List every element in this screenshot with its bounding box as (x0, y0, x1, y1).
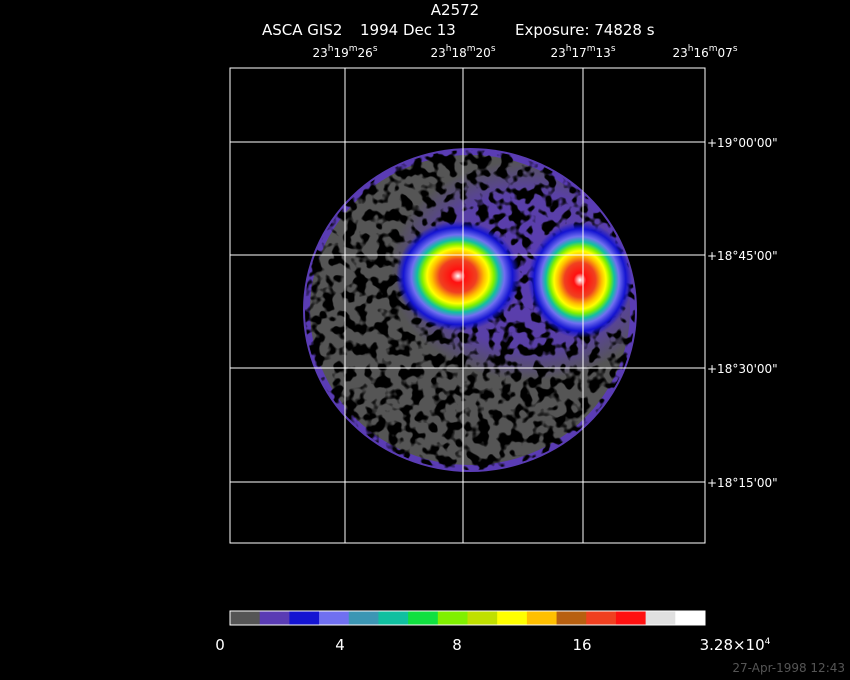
superscript: h (446, 44, 452, 54)
colorbar-cell (348, 611, 379, 625)
label-part: 23 (550, 46, 565, 60)
label-part: 0 (215, 636, 225, 654)
superscript: s (733, 44, 738, 54)
colorbar-cell (408, 611, 439, 625)
colorbar-cell (259, 611, 290, 625)
colorbar-cell (230, 611, 261, 625)
exposure: Exposure: 74828 s (515, 21, 655, 39)
label-part: 4 (335, 636, 345, 654)
label-part: 13 (596, 46, 611, 60)
plot-frame (229, 67, 706, 544)
colorbar-label: 0 (215, 636, 225, 654)
colorbar-cell (437, 611, 468, 625)
superscript: s (373, 44, 378, 54)
label-part: 07 (718, 46, 733, 60)
superscript: m (587, 44, 596, 54)
dec-label: +19°00'00" (707, 136, 778, 150)
label-part: 23 (430, 46, 445, 60)
title: A2572 (431, 1, 479, 19)
timestamp: 27-Apr-1998 12:43 (732, 661, 845, 675)
source-1 (396, 221, 520, 331)
instrument: ASCA GIS2 (262, 21, 342, 39)
superscript: s (491, 44, 496, 54)
superscript: m (709, 44, 718, 54)
colorbar-cell (378, 611, 409, 625)
superscript: m (467, 44, 476, 54)
ra-label: 23h19m26s (312, 44, 377, 60)
colorbar-label: 8 (452, 636, 462, 654)
superscript: s (611, 44, 616, 54)
label-part: 23 (312, 46, 327, 60)
label-part: 8 (452, 636, 462, 654)
label-part: 19 (333, 46, 348, 60)
colorbar-cell (586, 611, 617, 625)
colorbar-cell (467, 611, 498, 625)
superscript: h (328, 44, 334, 54)
label-part: 16 (693, 46, 708, 60)
colorbar-cell (556, 611, 587, 625)
ra-label: 23h16m07s (672, 44, 737, 60)
x-ray-image (303, 148, 637, 472)
colorbar-frame (229, 610, 706, 626)
superscript: m (349, 44, 358, 54)
label-part: 18 (451, 46, 466, 60)
dec-label: +18°30'00" (707, 362, 778, 376)
source-2 (528, 222, 632, 338)
label-part: 23 (672, 46, 687, 60)
label-part: 3.28×10 (700, 636, 765, 654)
colorbar-cell (289, 611, 320, 625)
ra-label: 23h18m20s (430, 44, 495, 60)
date: 1994 Dec 13 (360, 21, 456, 39)
label-part: 20 (476, 46, 491, 60)
colorbar-label: 3.28×104 (700, 636, 771, 654)
superscript: h (566, 44, 572, 54)
colorbar-cell (319, 611, 350, 625)
colorbar-cell (675, 611, 706, 625)
dec-label: +18°15'00" (707, 476, 778, 490)
colorbar-label: 16 (572, 636, 591, 654)
superscript: h (688, 44, 694, 54)
dec-label: +18°45'00" (707, 249, 778, 263)
grid (229, 67, 706, 544)
label-part: 26 (358, 46, 373, 60)
ra-label: 23h17m13s (550, 44, 615, 60)
colorbar-cell (526, 611, 558, 625)
colorbar-label: 4 (335, 636, 345, 654)
colorbar-cell (497, 611, 528, 625)
colorbar-cell (645, 611, 676, 625)
superscript: 4 (765, 637, 771, 647)
label-part: 17 (571, 46, 586, 60)
label-part: 16 (572, 636, 591, 654)
colorbar-cell (615, 611, 647, 625)
